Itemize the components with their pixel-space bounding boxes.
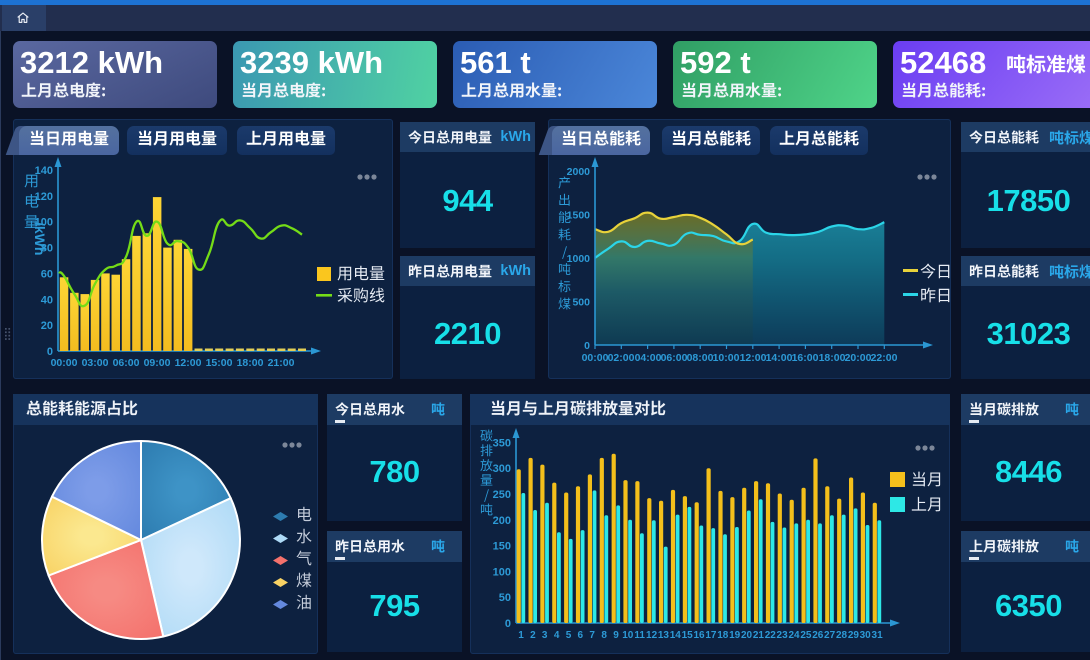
svg-text:24: 24 bbox=[788, 630, 800, 641]
svg-text:18:00: 18:00 bbox=[819, 352, 846, 364]
svg-text:3: 3 bbox=[542, 630, 548, 641]
svg-text:08:00: 08:00 bbox=[687, 352, 714, 364]
svg-text:06:00: 06:00 bbox=[661, 352, 688, 364]
svg-text:06:00: 06:00 bbox=[113, 357, 140, 369]
svg-text:18:00: 18:00 bbox=[237, 357, 264, 369]
svg-text:0: 0 bbox=[505, 618, 511, 630]
svg-text:00:00: 00:00 bbox=[51, 357, 78, 369]
svg-text:8: 8 bbox=[601, 630, 607, 641]
svg-text:80: 80 bbox=[41, 243, 53, 255]
svg-text:0: 0 bbox=[47, 346, 53, 358]
svg-text:2000: 2000 bbox=[567, 166, 591, 178]
svg-text:19: 19 bbox=[729, 630, 741, 641]
svg-text:31: 31 bbox=[872, 630, 884, 641]
svg-text:16:00: 16:00 bbox=[792, 352, 819, 364]
svg-text:22:00: 22:00 bbox=[871, 352, 898, 364]
svg-text:26: 26 bbox=[812, 630, 824, 641]
svg-text:02:00: 02:00 bbox=[608, 352, 635, 364]
svg-text:20: 20 bbox=[741, 630, 753, 641]
svg-text:500: 500 bbox=[572, 296, 590, 308]
svg-text:250: 250 bbox=[493, 489, 511, 501]
svg-text:350: 350 bbox=[493, 437, 511, 449]
svg-text:20:00: 20:00 bbox=[845, 352, 872, 364]
svg-text:12: 12 bbox=[646, 630, 658, 641]
svg-text:12:00: 12:00 bbox=[175, 357, 202, 369]
svg-text:1500: 1500 bbox=[567, 209, 591, 221]
svg-text:100: 100 bbox=[35, 217, 53, 229]
svg-text:15:00: 15:00 bbox=[206, 357, 233, 369]
svg-text:200: 200 bbox=[493, 515, 511, 527]
svg-text:09:00: 09:00 bbox=[144, 357, 171, 369]
svg-text:15: 15 bbox=[682, 630, 694, 641]
svg-text:100: 100 bbox=[493, 566, 511, 578]
svg-text:1: 1 bbox=[518, 630, 524, 641]
svg-text:23: 23 bbox=[777, 630, 789, 641]
svg-text:4: 4 bbox=[554, 630, 560, 641]
svg-text:18: 18 bbox=[717, 630, 729, 641]
svg-text:29: 29 bbox=[848, 630, 860, 641]
svg-text:140: 140 bbox=[35, 165, 53, 177]
svg-text:7: 7 bbox=[589, 630, 595, 641]
svg-text:00:00: 00:00 bbox=[582, 352, 609, 364]
svg-text:150: 150 bbox=[493, 541, 511, 553]
svg-text:11: 11 bbox=[634, 630, 645, 641]
svg-text:9: 9 bbox=[613, 630, 619, 641]
svg-text:/kWh: /kWh bbox=[32, 222, 48, 255]
svg-text:1000: 1000 bbox=[567, 253, 591, 265]
svg-text:20: 20 bbox=[41, 320, 53, 332]
svg-text:300: 300 bbox=[493, 463, 511, 475]
svg-text:0: 0 bbox=[584, 340, 590, 352]
svg-text:2: 2 bbox=[530, 630, 536, 641]
svg-text:13: 13 bbox=[658, 630, 670, 641]
svg-text:5: 5 bbox=[566, 630, 572, 641]
svg-text:28: 28 bbox=[836, 630, 848, 641]
svg-text:14:00: 14:00 bbox=[766, 352, 793, 364]
svg-text:120: 120 bbox=[35, 191, 53, 203]
svg-text:17: 17 bbox=[705, 630, 717, 641]
svg-text:14: 14 bbox=[670, 630, 682, 641]
svg-text:6: 6 bbox=[578, 630, 584, 641]
svg-text:27: 27 bbox=[824, 630, 836, 641]
svg-text:03:00: 03:00 bbox=[82, 357, 109, 369]
svg-text:10:00: 10:00 bbox=[713, 352, 740, 364]
svg-text:22: 22 bbox=[765, 630, 777, 641]
svg-text:12:00: 12:00 bbox=[740, 352, 767, 364]
svg-text:30: 30 bbox=[860, 630, 872, 641]
svg-text:21: 21 bbox=[753, 630, 765, 641]
svg-text:60: 60 bbox=[41, 268, 53, 280]
svg-text:21:00: 21:00 bbox=[268, 357, 295, 369]
svg-text:50: 50 bbox=[499, 592, 511, 604]
svg-text:10: 10 bbox=[622, 630, 634, 641]
svg-text:16: 16 bbox=[693, 630, 705, 641]
svg-text:04:00: 04:00 bbox=[635, 352, 662, 364]
svg-text:40: 40 bbox=[41, 294, 53, 306]
svg-text:25: 25 bbox=[800, 630, 812, 641]
